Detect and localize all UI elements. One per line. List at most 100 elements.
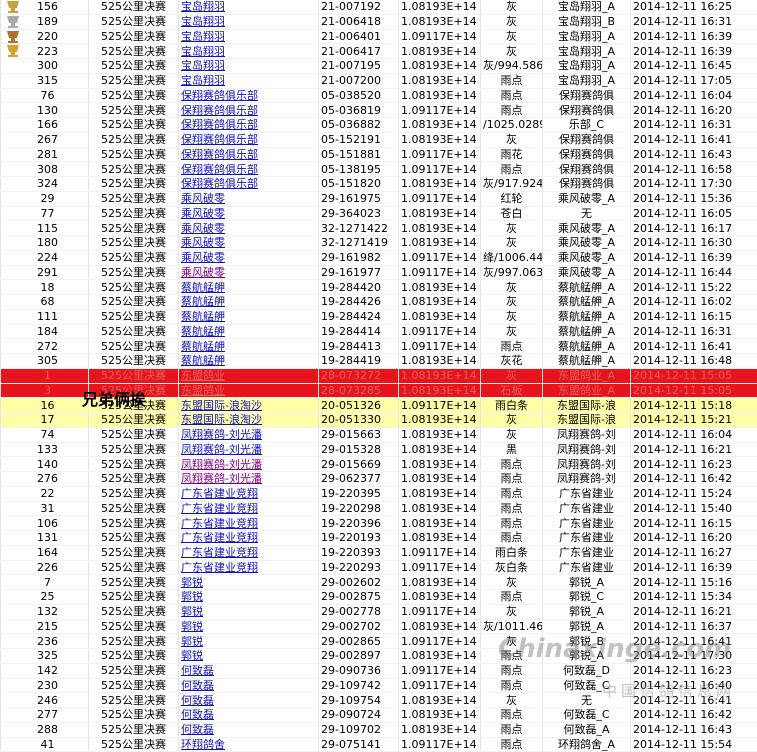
rank: 106 xyxy=(1,516,89,531)
owner-link[interactable]: 保翔赛鸽俱乐部 xyxy=(179,118,319,133)
owner-link[interactable]: 蔡航艋舺 xyxy=(179,295,319,310)
color: 苍白 xyxy=(481,206,543,221)
number: 1.08193E+14 xyxy=(399,472,481,487)
pigeon-name: 保翔赛鸽俱 xyxy=(543,132,631,147)
color: 雨点 xyxy=(481,73,543,88)
number: 1.08193E+14 xyxy=(399,516,481,531)
color: 灰/994.5864 xyxy=(481,59,543,74)
owner-link[interactable]: 宝岛翔羽 xyxy=(179,59,319,74)
ring: 05-036819 xyxy=(319,103,399,118)
owner-link[interactable]: 何致磊 xyxy=(179,722,319,737)
arrival-time: 2014-12-11 16:37 xyxy=(631,619,757,634)
race: 525公里决赛 xyxy=(89,649,179,664)
ring: 19-284424 xyxy=(319,309,399,324)
ring: 32-1271419 xyxy=(319,236,399,251)
ring: 21-007195 xyxy=(319,59,399,74)
color: 灰 xyxy=(481,575,543,590)
owner-link[interactable]: 保翔赛鸽俱乐部 xyxy=(179,132,319,147)
pigeon-name: 何致磊_D xyxy=(543,663,631,678)
arrival-time: 2014-12-11 16:31 xyxy=(631,118,757,133)
owner-link[interactable]: 乘风破零 xyxy=(179,191,319,206)
race: 525公里决赛 xyxy=(89,88,179,103)
owner-link[interactable]: 何致磊 xyxy=(179,693,319,708)
owner-link[interactable]: 宝岛翔羽 xyxy=(179,44,319,59)
owner-link[interactable]: 东盟鸽业 xyxy=(179,383,319,398)
color: 灰 xyxy=(481,295,543,310)
color: 雨白条 xyxy=(481,398,543,413)
owner-link[interactable]: 东盟国际-浪淘沙 xyxy=(179,398,319,413)
owner-link[interactable]: 何致磊 xyxy=(179,663,319,678)
number: 1.09117E+14 xyxy=(399,398,481,413)
owner-link[interactable]: 东盟鸽业 xyxy=(179,368,319,383)
owner-link[interactable]: 保翔赛鸽俱乐部 xyxy=(179,162,319,177)
watermark: Chinaxinge.com xyxy=(498,634,731,664)
owner-link[interactable]: 郭锐 xyxy=(179,619,319,634)
race: 525公里决赛 xyxy=(89,295,179,310)
ring: 19-284413 xyxy=(319,339,399,354)
rank: 74 xyxy=(1,427,89,442)
rank: 305 xyxy=(1,354,89,369)
owner-link[interactable]: 郭锐 xyxy=(179,575,319,590)
rank: 164 xyxy=(1,545,89,560)
arrival-time: 2014-12-11 16:31 xyxy=(631,14,757,29)
owner-link[interactable]: 广东省建业竞翔 xyxy=(179,516,319,531)
owner-link[interactable]: 郭锐 xyxy=(179,604,319,619)
owner-link[interactable]: 广东省建业竞翔 xyxy=(179,501,319,516)
number: 1.08193E+14 xyxy=(399,619,481,634)
color: 灰 xyxy=(481,309,543,324)
arrival-time: 2014-12-11 16:04 xyxy=(631,427,757,442)
owner-link[interactable]: 环翔鸽舍 xyxy=(179,737,319,752)
rank: 111 xyxy=(1,309,89,324)
pigeon-name: 东盟鸽业_A xyxy=(543,368,631,383)
owner-link[interactable]: 乘风破零 xyxy=(179,250,319,265)
owner-link[interactable]: 蔡航艋舺 xyxy=(179,309,319,324)
owner-link[interactable]: 东盟国际-浪淘沙 xyxy=(179,413,319,428)
owner-link[interactable]: 广东省建业竞翔 xyxy=(179,531,319,546)
arrival-time: 2014-12-11 15:36 xyxy=(631,191,757,206)
race: 525公里决赛 xyxy=(89,693,179,708)
ring: 28-073285 xyxy=(319,383,399,398)
owner-link[interactable]: 广东省建业竞翔 xyxy=(179,486,319,501)
arrival-time: 2014-12-11 16:39 xyxy=(631,29,757,44)
owner-link[interactable]: 保翔赛鸽俱乐部 xyxy=(179,103,319,118)
owner-link[interactable]: 乘风破零 xyxy=(179,265,319,280)
owner-link[interactable]: 凤翔赛鸽-刘光潘 xyxy=(179,472,319,487)
owner-link[interactable]: 郭锐 xyxy=(179,634,319,649)
owner-link[interactable]: 凤翔赛鸽-刘光潘 xyxy=(179,442,319,457)
owner-link[interactable]: 保翔赛鸽俱乐部 xyxy=(179,88,319,103)
color: 灰/1011.469 xyxy=(481,619,543,634)
owner-link[interactable]: 乘风破零 xyxy=(179,206,319,221)
owner-link[interactable]: 宝岛翔羽 xyxy=(179,0,319,14)
color: 灰 xyxy=(481,132,543,147)
owner-link[interactable]: 乘风破零 xyxy=(179,221,319,236)
owner-link[interactable]: 郭锐 xyxy=(179,590,319,605)
owner-link[interactable]: 凤翔赛鸽-刘光潘 xyxy=(179,457,319,472)
owner-link[interactable]: 蔡航艋舺 xyxy=(179,280,319,295)
owner-link[interactable]: 宝岛翔羽 xyxy=(179,14,319,29)
pigeon-name: 保翔赛鸽俱 xyxy=(543,162,631,177)
owner-link[interactable]: 广东省建业竞翔 xyxy=(179,545,319,560)
owner-link[interactable]: 宝岛翔羽 xyxy=(179,73,319,88)
owner-link[interactable]: 保翔赛鸽俱乐部 xyxy=(179,147,319,162)
owner-link[interactable]: 乘风破零 xyxy=(179,236,319,251)
ring: 05-151881 xyxy=(319,147,399,162)
owner-link[interactable]: 郭锐 xyxy=(179,649,319,664)
pigeon-name: 宝岛翔羽_A xyxy=(543,73,631,88)
owner-link[interactable]: 广东省建业竞翔 xyxy=(179,560,319,575)
ring: 20-051326 xyxy=(319,398,399,413)
owner-link[interactable]: 蔡航艋舺 xyxy=(179,324,319,339)
owner-link[interactable]: 保翔赛鸽俱乐部 xyxy=(179,177,319,192)
pigeon-name: 广东省建业 xyxy=(543,545,631,560)
owner-link[interactable]: 蔡航艋舺 xyxy=(179,339,319,354)
owner-link[interactable]: 何致磊 xyxy=(179,678,319,693)
race: 525公里决赛 xyxy=(89,221,179,236)
ring: 29-161977 xyxy=(319,265,399,280)
owner-link[interactable]: 凤翔赛鸽-刘光潘 xyxy=(179,427,319,442)
owner-link[interactable]: 宝岛翔羽 xyxy=(179,29,319,44)
owner-link[interactable]: 蔡航艋舺 xyxy=(179,354,319,369)
